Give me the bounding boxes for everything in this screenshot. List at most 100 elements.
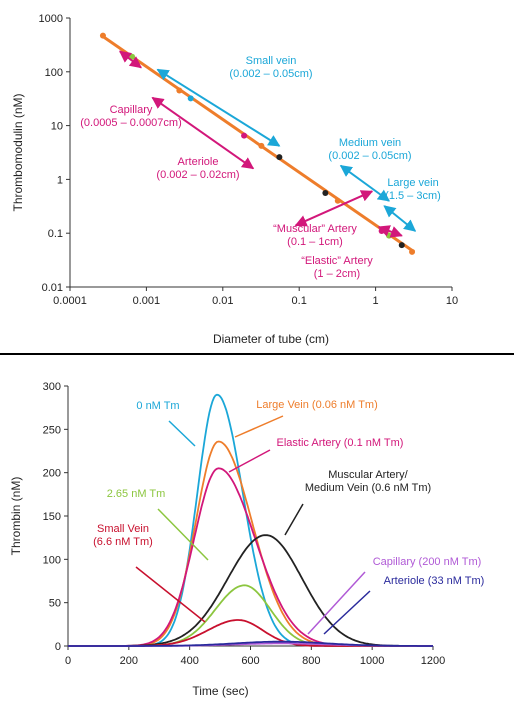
leader-line — [323, 590, 371, 635]
series-line — [68, 393, 433, 647]
series-label: Elastic Artery (0.1 nM Tm) — [277, 437, 404, 449]
series-label: Small Vein (6.6 nM Tm) — [93, 523, 153, 548]
data-point — [334, 197, 341, 204]
range-label-line: (0.1 – 1cm) — [287, 236, 343, 248]
x-tick-label: 0.001 — [133, 295, 161, 307]
series-label-line: 0 nM Tm — [136, 400, 179, 412]
series-label-line: Elastic Artery (0.1 nM Tm) — [277, 437, 404, 449]
series-line — [68, 584, 433, 647]
y-tick-label: 100 — [45, 67, 63, 79]
range-label: Capillary (0.0005 – 0.0007cm) — [80, 104, 182, 129]
y-axis-label: Thrombin (nM) — [9, 477, 23, 556]
series-line — [68, 534, 433, 647]
series-label-line: Muscular Artery/ — [328, 469, 408, 481]
range-label: Medium vein (0.002 – 0.05cm) — [328, 137, 411, 162]
series-label-line: (6.6 nM Tm) — [93, 536, 153, 548]
y-tick-label: 150 — [43, 511, 61, 523]
data-point — [99, 32, 106, 39]
range-label-line: Medium vein — [339, 137, 401, 149]
y-tick-label: 0 — [55, 641, 61, 653]
y-tick-label: 0.01 — [42, 282, 63, 294]
x-tick-label: 400 — [180, 655, 198, 667]
data-point — [241, 132, 248, 139]
range-label-line: “Elastic” Artery — [301, 255, 373, 267]
range-label: “Muscular” Artery (0.1 – 1cm) — [273, 223, 357, 248]
series-label-line: 2.65 nM Tm — [107, 488, 166, 500]
x-tick-label: 0.1 — [292, 295, 307, 307]
range-label: Small vein (0.002 – 0.05cm) — [229, 55, 312, 80]
data-point — [409, 248, 416, 255]
y-tick-label: 1 — [57, 174, 63, 186]
x-tick-label: 0.01 — [212, 295, 233, 307]
range-arrow — [377, 225, 403, 238]
y-tick-label: 200 — [43, 468, 61, 480]
series-label: Arteriole (33 nM Tm) — [384, 575, 485, 587]
data-point — [176, 87, 183, 94]
range-label: Large vein (1.5 – 3cm) — [385, 177, 441, 202]
range-label-line: Capillary — [110, 104, 153, 116]
range-label-line: (0.002 – 0.02cm) — [156, 169, 239, 181]
leader-line — [135, 566, 206, 623]
series-label-line: Small Vein — [97, 523, 149, 535]
x-axis-label: Diameter of tube (cm) — [213, 332, 329, 346]
x-tick-label: 10 — [446, 295, 458, 307]
series-label-line: Medium Vein (0.6 nM Tm) — [305, 482, 431, 494]
x-tick-label: 800 — [302, 655, 320, 667]
y-axis-label: Thrombomodulin (nM) — [11, 93, 25, 211]
leader-line — [228, 449, 271, 473]
data-point — [386, 232, 393, 239]
thrombin-time-chart: 0 200 400 600 800 1000 1200 0 50 100 150 200 250 300 T… — [9, 381, 484, 698]
series-label-line: Arteriole (33 nM Tm) — [384, 575, 485, 587]
range-label: “Elastic” Artery (1 – 2cm) — [301, 255, 373, 280]
range-label-line: (0.002 – 0.05cm) — [328, 150, 411, 162]
x-tick-label: 1 — [373, 295, 379, 307]
y-tick-label: 250 — [43, 424, 61, 436]
leader-line — [157, 508, 209, 561]
y-tick-label: 50 — [49, 598, 61, 610]
series-label: Capillary (200 nM Tm) — [373, 556, 482, 568]
range-label: Arteriole (0.002 – 0.02cm) — [156, 156, 239, 181]
x-tick-label: 0 — [65, 655, 71, 667]
range-arrow — [294, 190, 374, 227]
range-arrow — [118, 50, 142, 69]
range-arrow — [339, 164, 391, 202]
data-point — [398, 242, 405, 249]
series-line — [68, 640, 433, 647]
leader-line — [168, 420, 196, 447]
range-label-line: (1 – 2cm) — [314, 268, 360, 280]
series-label-line: Capillary (200 nM Tm) — [373, 556, 482, 568]
range-label-line: (1.5 – 3cm) — [385, 190, 441, 202]
leader-line — [307, 571, 366, 635]
thrombomodulin-diameter-chart: 0.0001 0.001 0.01 0.1 1 10 0.01 0.1 1 10 100 1000 Di… — [11, 13, 458, 346]
range-label-line: (0.002 – 0.05cm) — [229, 68, 312, 80]
y-tick-label: 0.1 — [48, 228, 63, 240]
x-axis-label: Time (sec) — [192, 684, 248, 698]
leader-line — [284, 503, 304, 536]
data-point — [258, 142, 265, 149]
range-label-line: Small vein — [246, 55, 297, 67]
y-tick-label: 100 — [43, 554, 61, 566]
x-tick-label: 200 — [120, 655, 138, 667]
data-point — [187, 95, 194, 102]
series-label: 0 nM Tm — [136, 400, 179, 412]
range-label-line: “Muscular” Artery — [273, 223, 357, 235]
leader-line — [234, 415, 284, 438]
range-label-line: Large vein — [387, 177, 438, 189]
x-tick-label: 0.0001 — [53, 295, 87, 307]
data-point — [322, 189, 329, 196]
y-tick-label: 300 — [43, 381, 61, 393]
series-label: Large Vein (0.06 nM Tm) — [256, 399, 377, 411]
range-arrow — [383, 205, 417, 232]
range-label-line: (0.0005 – 0.0007cm) — [80, 117, 182, 129]
data-point — [276, 154, 283, 161]
series-label: 2.65 nM Tm — [107, 488, 166, 500]
y-tick-label: 10 — [51, 121, 63, 133]
series-label-line: Large Vein (0.06 nM Tm) — [256, 399, 377, 411]
x-tick-label: 600 — [241, 655, 259, 667]
range-arrow — [156, 68, 281, 147]
x-tick-label: 1000 — [360, 655, 384, 667]
range-label-line: Arteriole — [178, 156, 219, 168]
x-tick-label: 1200 — [421, 655, 445, 667]
y-tick-label: 1000 — [39, 13, 63, 25]
